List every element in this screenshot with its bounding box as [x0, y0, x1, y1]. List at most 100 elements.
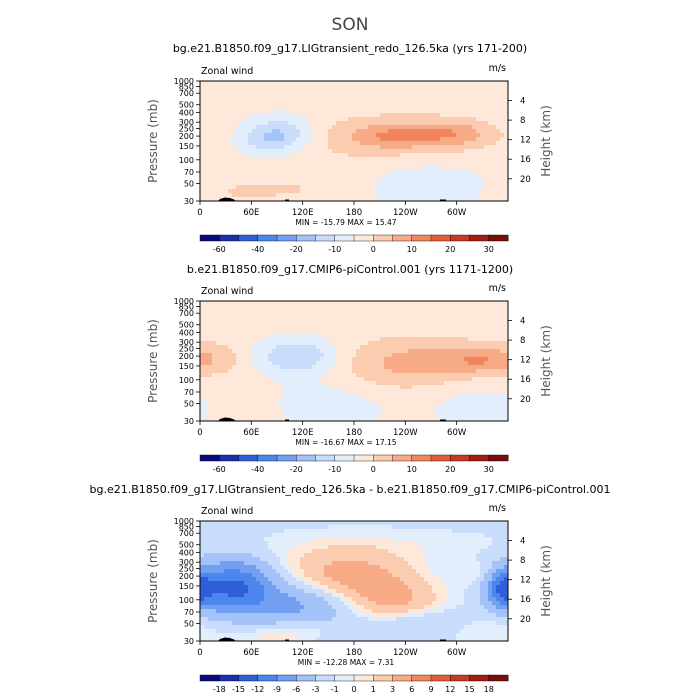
contour-cell — [344, 525, 349, 530]
contour-cell — [252, 329, 257, 334]
contour-cell — [232, 81, 237, 86]
contour-cell — [332, 369, 337, 374]
contour-cell — [440, 157, 445, 162]
contour-cell — [468, 329, 473, 334]
contour-cell — [208, 377, 213, 382]
contour-cell — [440, 97, 445, 102]
contour-cell — [296, 105, 301, 110]
contour-cell — [304, 413, 309, 418]
contour-cell — [292, 177, 297, 182]
contour-cell — [332, 313, 337, 318]
contour-cell — [372, 193, 377, 198]
contour-cell — [280, 389, 285, 394]
contour-cell — [412, 193, 417, 198]
contour-cell — [392, 181, 397, 186]
contour-cell — [440, 101, 445, 106]
contour-cell — [472, 337, 477, 342]
contour-cell — [476, 337, 481, 342]
contour-cell — [496, 329, 501, 334]
contour-cell — [436, 185, 441, 190]
contour-cell — [428, 113, 433, 118]
contour-cell — [420, 305, 425, 310]
contour-cell — [308, 353, 313, 358]
contour-cell — [208, 401, 213, 406]
contour-cell — [488, 173, 493, 178]
contour-cell — [204, 145, 209, 150]
contour-cell — [404, 313, 409, 318]
contour-cell — [360, 137, 365, 142]
contour-cell — [284, 185, 289, 190]
contour-cell — [356, 389, 361, 394]
contour-cell — [448, 401, 453, 406]
contour-cell — [300, 121, 305, 126]
contour-cell — [352, 181, 357, 186]
colorbar-swatch — [392, 234, 413, 242]
contour-cell — [428, 93, 433, 98]
contour-cell — [208, 301, 213, 306]
contour-cell — [348, 377, 353, 382]
contour-cell — [348, 521, 353, 526]
contour-cell — [372, 125, 377, 130]
contour-cell — [396, 365, 401, 370]
contour-cell — [212, 341, 217, 346]
contour-cell — [240, 345, 245, 350]
contour-cell — [324, 157, 329, 162]
contour-cell — [300, 177, 305, 182]
contour-cell — [480, 389, 485, 394]
contour-cell — [372, 301, 377, 306]
contour-cell — [308, 521, 313, 526]
contour-cell — [200, 161, 205, 166]
contour-cell — [432, 113, 437, 118]
contour-cell — [348, 133, 353, 138]
contour-cell — [220, 133, 225, 138]
x-tick-label: 120E — [292, 208, 314, 218]
contour-cell — [204, 393, 209, 398]
contour-cell — [232, 169, 237, 174]
contour-cell — [372, 349, 377, 354]
contour-cell — [408, 81, 413, 86]
contour-cell — [268, 313, 273, 318]
contour-cell — [480, 153, 485, 158]
contour-cell — [488, 329, 493, 334]
contour-cell — [308, 321, 313, 326]
contour-cell — [240, 185, 245, 190]
contour-cell — [332, 129, 337, 134]
contour-cell — [328, 301, 333, 306]
contour-cell — [296, 85, 301, 90]
contour-cell — [376, 141, 381, 146]
contour-cell — [412, 125, 417, 130]
contour-cell — [500, 85, 505, 90]
contour-cell — [336, 317, 341, 322]
contour-cell — [212, 393, 217, 398]
contour-cell — [476, 333, 481, 338]
contour-cell — [364, 189, 369, 194]
contour-cell — [440, 89, 445, 94]
contour-cell — [256, 417, 261, 422]
contour-cell — [280, 169, 285, 174]
contour-cell — [472, 413, 477, 418]
contour-cell — [204, 193, 209, 198]
contour-cell — [420, 365, 425, 370]
contour-cell — [476, 189, 481, 194]
colorbar-swatch — [219, 454, 239, 462]
contour-cell — [216, 529, 221, 534]
contour-cell — [440, 397, 445, 402]
contour-cell — [500, 393, 505, 398]
contour-cell — [384, 169, 389, 174]
contour-cell — [496, 321, 501, 326]
contour-cell — [324, 405, 329, 410]
contour-cell — [496, 413, 501, 418]
contour-cell — [244, 109, 249, 114]
contour-cell — [396, 337, 401, 342]
contour-cell — [228, 529, 233, 534]
contour-cell — [260, 381, 265, 386]
contour-cell — [252, 405, 257, 410]
contour-cell — [344, 373, 349, 378]
contour-cell — [288, 173, 293, 178]
contour-cell — [376, 337, 381, 342]
contour-cell — [476, 197, 481, 202]
contour-cell — [312, 153, 317, 158]
contour-cell — [208, 169, 213, 174]
contour-cell — [280, 329, 285, 334]
contour-cell — [316, 417, 321, 422]
